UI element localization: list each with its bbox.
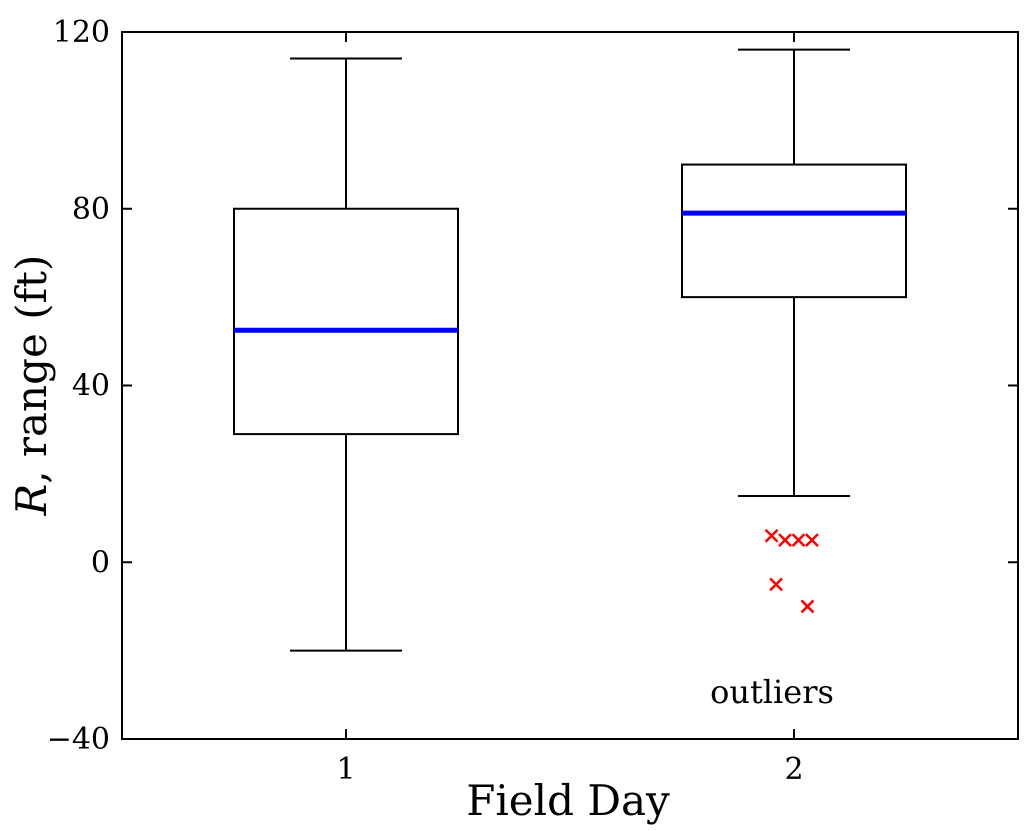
outlier-marker bbox=[769, 577, 783, 592]
x-axis-title: Field Day bbox=[466, 776, 670, 825]
outlier-marker bbox=[764, 528, 779, 543]
y-axis-title-symbol: R bbox=[7, 484, 56, 517]
y-tick-label: 120 bbox=[53, 15, 110, 50]
axes-frame bbox=[121, 31, 1019, 740]
y-tick-label: 0 bbox=[91, 545, 110, 580]
x-tick-label: 1 bbox=[336, 752, 355, 787]
plot-area: −40 0 40 80 120 1 2 bbox=[47, 15, 1019, 787]
x-tick-label: 2 bbox=[784, 752, 803, 787]
outliers-annotation: outliers bbox=[710, 673, 834, 711]
y-tick-label: −40 bbox=[47, 722, 110, 757]
y-axis-title-text: , range (ft) bbox=[7, 255, 56, 484]
outlier-marker bbox=[805, 533, 819, 548]
outlier-marker bbox=[778, 533, 792, 548]
y-tick-label: 80 bbox=[72, 192, 110, 227]
y-tick-label: 40 bbox=[72, 369, 110, 404]
box bbox=[233, 207, 459, 436]
outlier-marker bbox=[791, 533, 806, 548]
y-axis-title: R, range (ft) bbox=[7, 255, 56, 517]
outlier-marker bbox=[800, 599, 815, 614]
box bbox=[681, 163, 907, 299]
